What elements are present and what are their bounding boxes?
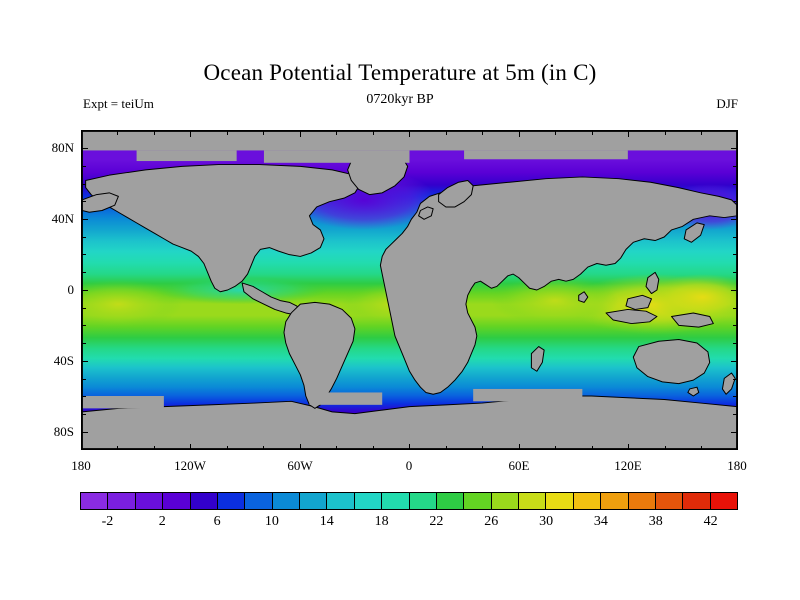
xtick-label-120w: 120W	[174, 458, 206, 473]
land-antarctica	[82, 395, 737, 449]
colorbar-tick-label: 34	[593, 514, 608, 529]
colorbar-cell	[108, 493, 136, 509]
land-tasmania	[687, 386, 700, 397]
colorbar-tick-label: 42	[703, 514, 718, 529]
colorbar-cell	[245, 493, 273, 509]
land-philippines	[645, 271, 660, 295]
polar-grid-ice	[82, 131, 737, 409]
land-british-isles	[418, 206, 434, 220]
colorbar-cell	[217, 493, 246, 509]
ytick-label-80n: 80N	[51, 140, 74, 155]
colorbar-cell	[409, 493, 437, 509]
land-new-guinea	[670, 312, 714, 328]
land-australia	[632, 338, 711, 385]
colorbar-cell	[300, 493, 328, 509]
colorbar-cell	[354, 493, 383, 509]
ytick-label-40s: 40S	[53, 353, 74, 368]
colorbar-tick-label: 10	[264, 514, 279, 529]
colorbar-tick-label: 18	[374, 514, 389, 529]
ytick-label-0: 0	[67, 282, 75, 297]
xtick-label-180w: 180	[71, 458, 91, 473]
xtick-label-60e: 60E	[508, 458, 530, 473]
land-alaska	[82, 192, 119, 213]
xtick-label-120e: 120E	[614, 458, 642, 473]
land-indonesia	[605, 308, 658, 325]
xtick-label-0: 0	[405, 458, 413, 473]
colorbar-tick-label: 2	[158, 514, 166, 529]
colorbar-cell	[491, 493, 519, 509]
colorbar-cell	[546, 493, 574, 509]
xtick-label-180e: 180	[727, 458, 747, 473]
land-new-zealand	[721, 372, 736, 395]
colorbar-tick-label: 38	[648, 514, 663, 529]
chart-subtitle: 0720kyr BP	[366, 92, 434, 107]
colorbar-tick-label: 30	[539, 514, 554, 529]
experiment-label: Expt = teiUm	[83, 96, 154, 111]
colorbar-cell	[628, 493, 656, 509]
map-plot-area	[81, 130, 738, 450]
colorbar-tick-label: -2	[101, 514, 114, 529]
map-canvas	[82, 131, 737, 449]
colorbar-cell	[135, 493, 164, 509]
colorbar-cell	[190, 493, 218, 509]
colorbar-tick-label: 22	[429, 514, 444, 529]
colorbar-cell	[683, 493, 711, 509]
land-eurasia-africa	[379, 176, 737, 395]
colorbar-cell	[327, 493, 355, 509]
colorbar-tick-label: 6	[213, 514, 221, 529]
land-borneo	[625, 294, 652, 310]
colorbar-cell	[655, 493, 684, 509]
land-scandinavia	[438, 179, 474, 208]
colorbar-cell	[163, 493, 191, 509]
xtick-label-60w: 60W	[287, 458, 313, 473]
colorbar-tick-label: 14	[319, 514, 334, 529]
ytick-label-40n: 40N	[51, 211, 74, 226]
colorbar-cell	[436, 493, 465, 509]
colorbar	[80, 492, 738, 510]
colorbar-cell	[573, 493, 602, 509]
colorbar-cell	[272, 493, 300, 509]
land-sri-lanka	[578, 291, 589, 303]
season-label: DJF	[716, 96, 738, 111]
land-japan	[683, 222, 705, 243]
land-madagascar	[530, 346, 545, 372]
colorbar-cell	[710, 493, 737, 509]
landmasses	[82, 153, 737, 449]
colorbar-tick-label: 26	[484, 514, 499, 529]
colorbar-cell	[601, 493, 629, 509]
page-title: Ocean Potential Temperature at 5m (in C)	[203, 60, 597, 85]
colorbar-cell	[382, 493, 410, 509]
colorbar-cell	[519, 493, 547, 509]
colorbar-cell	[464, 493, 492, 509]
colorbar-cell	[81, 493, 109, 509]
ytick-label-80s: 80S	[53, 424, 74, 439]
